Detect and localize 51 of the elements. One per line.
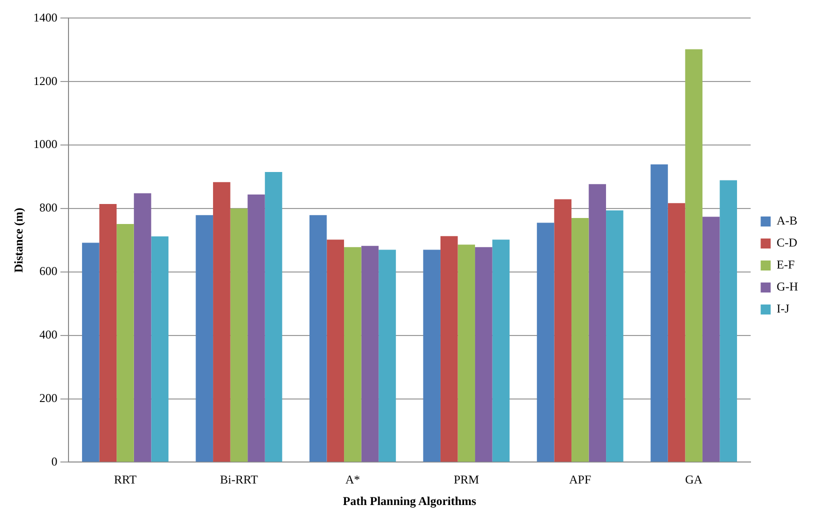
legend-label: G-H <box>776 280 798 294</box>
bar <box>151 236 168 462</box>
bar <box>326 240 344 462</box>
bar <box>309 215 327 462</box>
bar <box>344 247 362 462</box>
bar <box>116 224 134 462</box>
bar <box>230 208 248 462</box>
y-tick-label: 1200 <box>33 74 58 88</box>
bar <box>361 246 379 462</box>
bar <box>264 172 282 462</box>
bar <box>82 242 100 462</box>
y-tick-label: 800 <box>39 200 58 215</box>
x-tick-label: RRT <box>114 472 138 487</box>
bar <box>588 184 606 462</box>
legend-label: I-J <box>776 302 790 316</box>
x-tick-label: APF <box>569 472 592 487</box>
legend-label: A-B <box>776 214 798 228</box>
y-tick-label: 0 <box>51 454 58 468</box>
y-axis-title: Distance (m) <box>11 208 26 273</box>
bar <box>554 199 572 462</box>
bar <box>720 180 738 462</box>
legend-label: E-F <box>776 258 795 272</box>
bar <box>99 204 117 462</box>
bar <box>440 236 458 462</box>
x-tick-label: Bi-RRT <box>220 472 259 487</box>
bar <box>378 250 396 462</box>
x-tick-label: PRM <box>454 472 480 487</box>
bar <box>134 193 152 462</box>
bar <box>458 244 476 462</box>
x-tick-label: GA <box>685 472 703 487</box>
bar <box>702 216 720 462</box>
bar <box>213 182 230 462</box>
bar <box>606 210 624 462</box>
bar <box>423 250 440 462</box>
x-tick-label: A* <box>345 472 360 487</box>
y-tick-label: 1400 <box>33 10 58 24</box>
bar <box>685 49 702 462</box>
bar <box>571 218 589 462</box>
y-tick-label: 600 <box>39 264 58 278</box>
bar <box>536 222 554 462</box>
y-tick-label: 1000 <box>33 137 58 152</box>
legend-label: C-D <box>776 236 798 250</box>
bar <box>475 247 492 462</box>
bar <box>248 194 265 462</box>
bar <box>196 215 214 462</box>
y-tick-label: 200 <box>39 390 58 405</box>
bar <box>668 203 686 462</box>
bar <box>492 240 510 462</box>
bar <box>650 164 668 462</box>
y-tick-label: 400 <box>39 328 58 342</box>
x-axis-title: Path Planning Algorithms <box>342 494 477 508</box>
